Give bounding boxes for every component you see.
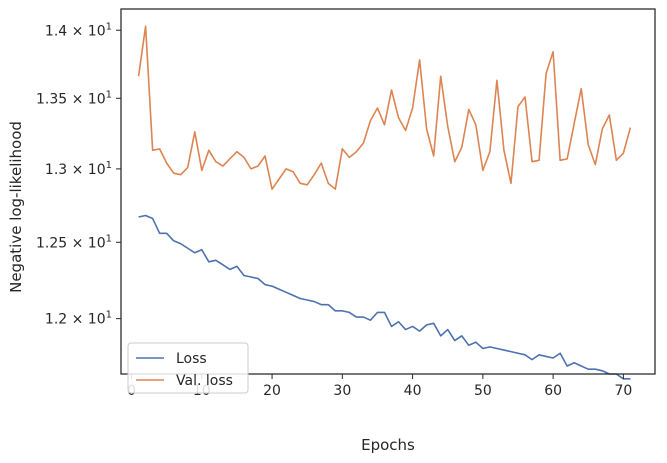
- x-axis-label: Epochs: [361, 436, 415, 454]
- x-tick-label: 60: [544, 383, 562, 399]
- legend-label-val-loss: Val. loss: [176, 373, 233, 389]
- x-tick-label: 70: [614, 383, 632, 399]
- y-axis-label: Negative log-likelihood: [7, 121, 25, 293]
- legend-label-loss: Loss: [176, 351, 207, 367]
- x-tick-label: 20: [263, 383, 281, 399]
- series-layer: [137, 25, 632, 380]
- y-tick-label: 1.2 × 101: [45, 310, 112, 328]
- y-tick-label: 1.4 × 101: [45, 21, 112, 39]
- x-tick-label: 50: [474, 383, 492, 399]
- series-line-1: [137, 25, 632, 190]
- plot-area: [121, 9, 655, 374]
- y-tick-label: 1.35 × 101: [36, 89, 112, 107]
- y-axis: 1.2 × 101 1.25 × 101 1.3 × 101 1.35 × 101 1.…: [36, 21, 121, 328]
- legend: Loss Val. loss: [127, 342, 249, 394]
- plot-frame: [120, 8, 656, 375]
- series-line-0: [138, 214, 631, 380]
- x-axis: 010203040506070: [127, 374, 632, 399]
- x-tick-label: 30: [333, 383, 351, 399]
- y-tick-label: 1.25 × 101: [36, 233, 112, 251]
- x-tick-label: 40: [404, 383, 422, 399]
- y-tick-label: 1.3 × 101: [45, 160, 112, 178]
